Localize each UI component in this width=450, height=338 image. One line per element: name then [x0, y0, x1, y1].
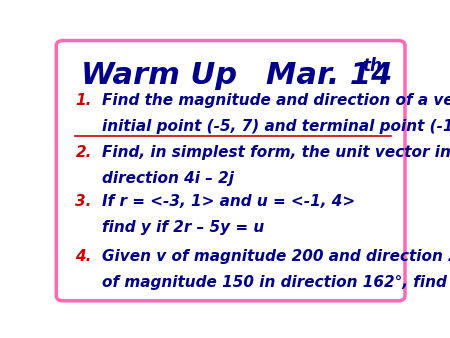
Text: find y if 2r – 5y = u: find y if 2r – 5y = u	[102, 220, 264, 235]
Text: th: th	[362, 57, 382, 75]
Text: 4.: 4.	[76, 249, 92, 264]
Text: 2.: 2.	[76, 145, 92, 160]
Text: initial point (-5, 7) and terminal point (-1, -3): initial point (-5, 7) and terminal point…	[102, 119, 450, 134]
Text: If r = <-3, 1> and u = <-1, 4>: If r = <-3, 1> and u = <-1, 4>	[102, 194, 355, 209]
Text: 1.: 1.	[76, 93, 92, 107]
Text: 3.: 3.	[76, 194, 92, 209]
Text: of magnitude 150 in direction 162°, find v + w.: of magnitude 150 in direction 162°, find…	[102, 275, 450, 290]
Text: Mar. 14: Mar. 14	[266, 62, 392, 90]
Text: Given v of magnitude 200 and direction 215°, and w: Given v of magnitude 200 and direction 2…	[102, 249, 450, 264]
Text: Find the magnitude and direction of a vector with: Find the magnitude and direction of a ve…	[102, 93, 450, 107]
Text: Warm Up: Warm Up	[81, 62, 237, 90]
Text: Find, in simplest form, the unit vector in the: Find, in simplest form, the unit vector …	[102, 145, 450, 160]
FancyBboxPatch shape	[56, 41, 405, 301]
Text: direction 4i – 2j: direction 4i – 2j	[102, 171, 234, 186]
